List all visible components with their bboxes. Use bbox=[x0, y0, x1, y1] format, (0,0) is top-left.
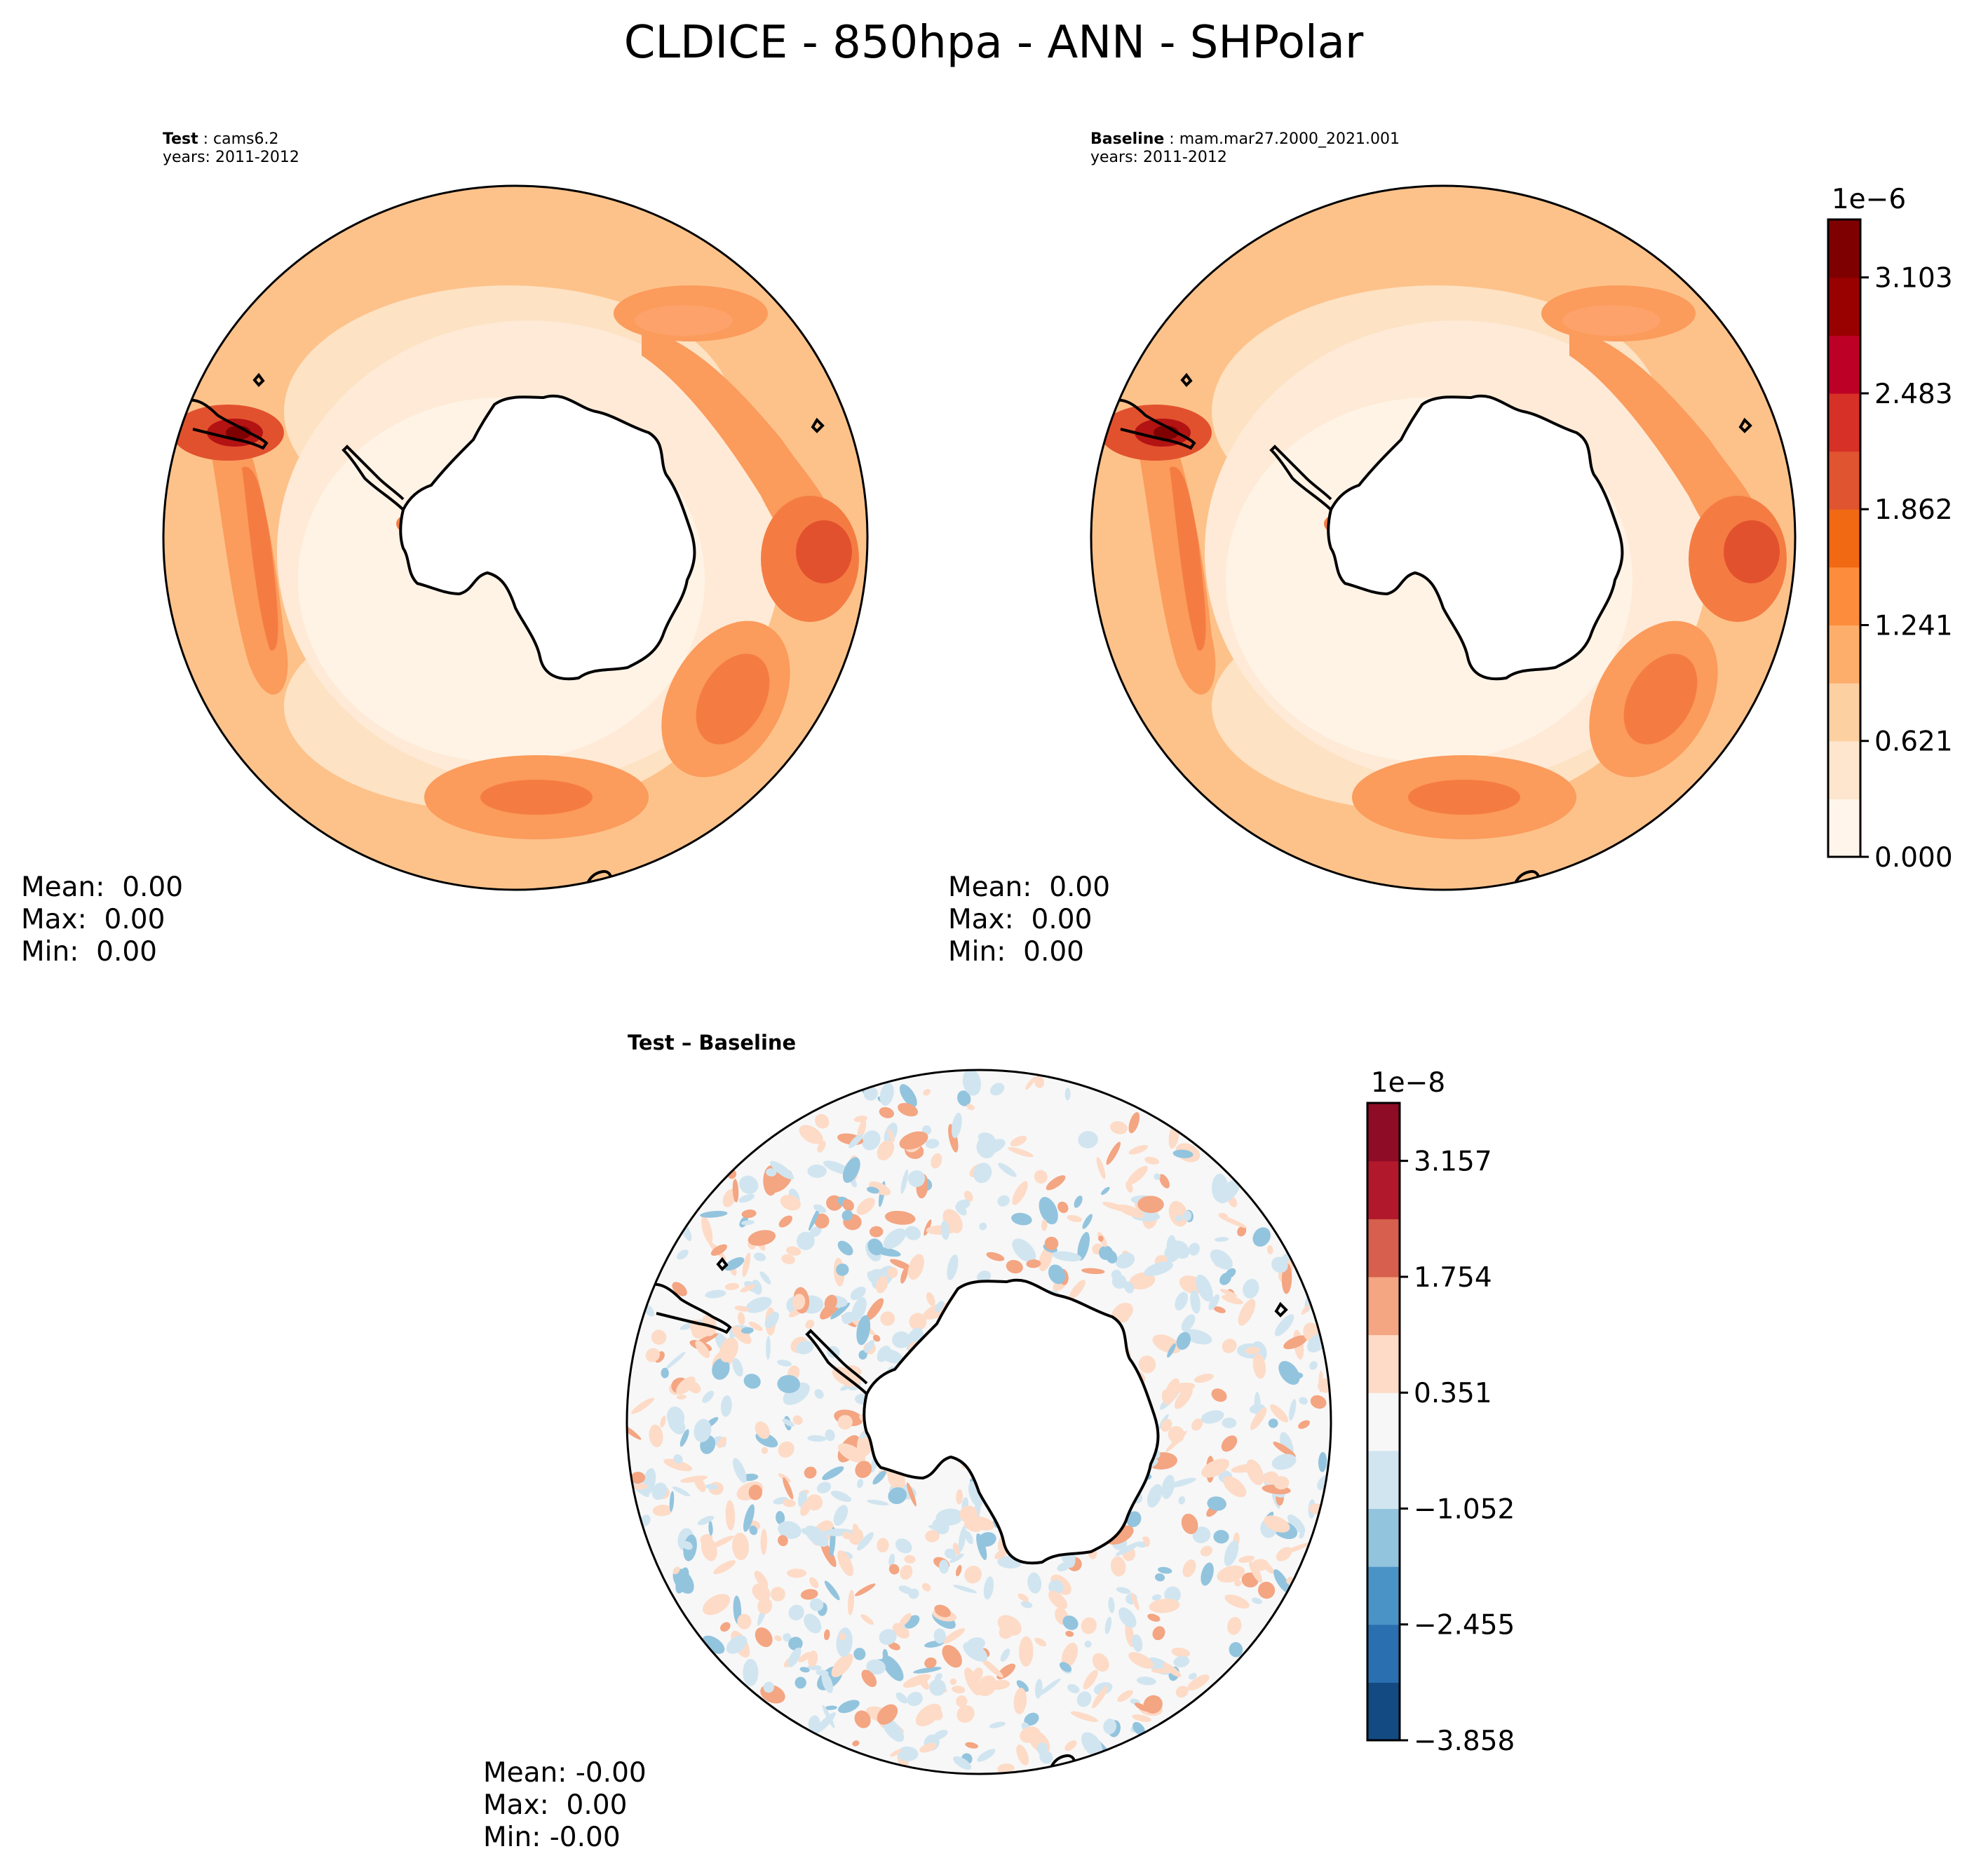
test-panel-subtitle: Test : cams6.2 years: 2011-2012 bbox=[163, 130, 299, 167]
colorbar-segment bbox=[1828, 740, 1860, 799]
colorbar-segment bbox=[1828, 277, 1860, 336]
colorbar-tick-label: 1.241 bbox=[1874, 610, 1953, 642]
difference-panel-title: Test – Baseline bbox=[628, 1031, 797, 1055]
colorbar-segment bbox=[1828, 451, 1860, 510]
difference-map-panel bbox=[626, 1069, 1332, 1775]
colorbar-tick-label: 1.862 bbox=[1874, 494, 1953, 526]
colorbar-tick-label: 0.351 bbox=[1414, 1378, 1492, 1409]
test-max: Max: 0.00 bbox=[21, 904, 165, 935]
test-stats: Mean: 0.00 Max: 0.00 Min: 0.00 bbox=[21, 872, 183, 968]
colorbar-segment bbox=[1828, 567, 1860, 626]
colorbar-segment bbox=[1367, 1334, 1400, 1393]
test-map-panel bbox=[162, 184, 869, 891]
colorbar-tick-label: 2.483 bbox=[1874, 379, 1953, 410]
colorbar-segment bbox=[1367, 1160, 1400, 1219]
colorbar-segment bbox=[1367, 1508, 1400, 1567]
colorbar-segment bbox=[1367, 1393, 1400, 1451]
difference-stats: Mean: -0.00 Max: 0.00 Min: -0.00 bbox=[483, 1757, 647, 1854]
colorbar-segment bbox=[1828, 509, 1860, 568]
test-case-name: : cams6.2 bbox=[198, 130, 279, 148]
colorbar-segment bbox=[1828, 799, 1860, 858]
colorbar-offset-label: 1e−6 bbox=[1832, 184, 1906, 215]
baseline-mean: Mean: 0.00 bbox=[948, 872, 1111, 903]
colorbar-tick-label: −1.052 bbox=[1414, 1493, 1515, 1525]
colorbar-tick-label: 3.103 bbox=[1874, 263, 1953, 294]
test-mean: Mean: 0.00 bbox=[21, 872, 184, 903]
colorbar-segment bbox=[1367, 1682, 1400, 1741]
colorbar-segment bbox=[1367, 1450, 1400, 1510]
colorbar-tick-label: −3.858 bbox=[1414, 1726, 1515, 1757]
baseline-panel-subtitle: Baseline : mam.mar27.2000_2021.001 years… bbox=[1090, 130, 1400, 167]
colorbar-tick-label: 0.621 bbox=[1874, 726, 1953, 758]
colorbar-offset-label: 1e−8 bbox=[1371, 1067, 1445, 1099]
difference-mean: Mean: -0.00 bbox=[483, 1757, 647, 1789]
baseline-min: Min: 0.00 bbox=[948, 936, 1084, 968]
colorbar-tick-label: 0.000 bbox=[1874, 842, 1953, 874]
colorbar-segment bbox=[1367, 1103, 1400, 1162]
test-years: years: 2011-2012 bbox=[163, 149, 299, 166]
colorbar-tick-label: −2.455 bbox=[1414, 1610, 1515, 1641]
difference-colorbar: −3.858 −2.455 −1.052 0.351 1.754 3.157 1e−8 bbox=[1366, 1067, 1515, 1757]
colorbar-segment bbox=[1828, 219, 1860, 278]
baseline-years: years: 2011-2012 bbox=[1090, 149, 1227, 166]
baseline-max: Max: 0.00 bbox=[948, 904, 1093, 935]
colorbar-segment bbox=[1828, 393, 1860, 452]
colorbar-segment bbox=[1367, 1219, 1400, 1278]
colorbar-segment bbox=[1828, 625, 1860, 684]
difference-max: Max: 0.00 bbox=[483, 1789, 628, 1821]
colorbar-segment bbox=[1367, 1566, 1400, 1625]
baseline-case-name: : mam.mar27.2000_2021.001 bbox=[1164, 130, 1400, 148]
colorbar-segment bbox=[1367, 1276, 1400, 1336]
colorbar-segment bbox=[1828, 683, 1860, 742]
colorbar-frame bbox=[1827, 218, 1862, 858]
baseline-label: Baseline bbox=[1090, 130, 1165, 148]
colorbar-frame bbox=[1366, 1102, 1401, 1742]
colorbar-segment bbox=[1828, 335, 1860, 394]
test-label: Test bbox=[163, 130, 198, 148]
colorbar-segment bbox=[1367, 1624, 1400, 1683]
test-min: Min: 0.00 bbox=[21, 936, 157, 968]
colorbar-tick-label: 1.754 bbox=[1414, 1262, 1492, 1294]
difference-label: Test – Baseline bbox=[628, 1031, 797, 1055]
main-colorbar: 0.000 0.621 1.241 1.862 2.483 3.103 1e−6 bbox=[1827, 184, 1953, 874]
difference-min: Min: -0.00 bbox=[483, 1822, 621, 1853]
figure-title: CLDICE - 850hpa - ANN - SHPolar bbox=[624, 17, 1364, 69]
colorbar-tick-label: 3.157 bbox=[1414, 1146, 1492, 1178]
baseline-map-panel bbox=[1090, 184, 1797, 891]
baseline-stats: Mean: 0.00 Max: 0.00 Min: 0.00 bbox=[948, 872, 1110, 968]
